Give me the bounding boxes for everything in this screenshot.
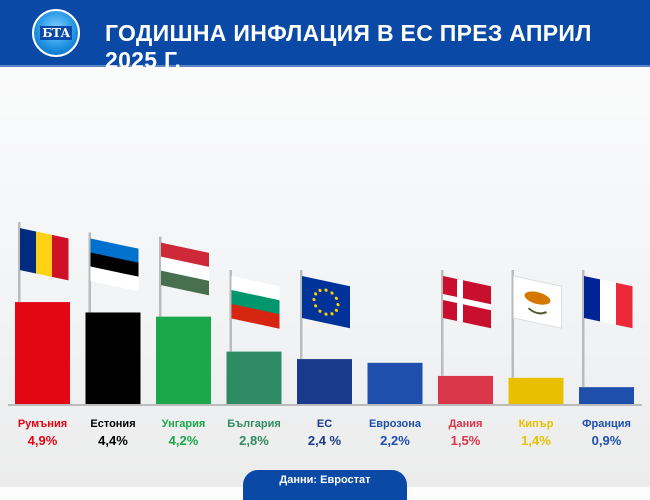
bar-0 <box>15 302 70 404</box>
logo-text: БТА <box>40 26 72 40</box>
category-label: Еврозона <box>368 418 422 430</box>
category-label: България <box>227 418 281 430</box>
cyprus-flag-icon <box>513 275 562 329</box>
flagpole <box>88 232 91 313</box>
flagpole <box>229 270 232 352</box>
flagpole <box>582 270 585 388</box>
baseline <box>8 404 642 406</box>
flagpole <box>441 270 444 376</box>
value-label: 2,8% <box>239 433 269 448</box>
bar-1 <box>85 312 141 404</box>
bar-3 <box>226 351 282 404</box>
bar-chart <box>15 222 634 404</box>
header-bar: БТА ГОДИШНА ИНФЛАЦИЯ В ЕС ПРЕЗ АПРИЛ 202… <box>0 0 650 73</box>
value-label: 1,4% <box>521 433 551 448</box>
category-label: Унгария <box>161 418 206 430</box>
value-label: 1,5% <box>450 433 481 448</box>
flagpole <box>159 236 162 317</box>
value-label: 0,9% <box>591 433 622 448</box>
flagpole <box>511 270 514 378</box>
bar-2 <box>156 316 211 404</box>
bar-7 <box>508 377 564 404</box>
bar-8 <box>579 387 634 404</box>
bar-4 <box>297 359 352 404</box>
category-label: Франция <box>582 418 631 430</box>
source-badge: Данни: Евростат <box>243 470 407 500</box>
denmark-flag-icon <box>443 276 491 329</box>
flagpole <box>300 270 303 360</box>
value-label: 4,2% <box>168 433 199 448</box>
value-label: 2,4 % <box>307 433 342 448</box>
category-label: Кипър <box>518 418 554 430</box>
romania-flag-icon <box>20 228 69 281</box>
eu-flag-icon <box>302 276 350 329</box>
bulgaria-flag-icon <box>231 276 280 329</box>
hungary-flag-icon <box>161 242 209 296</box>
category-label: Румъния <box>17 418 68 430</box>
category-label: Естония <box>90 418 136 430</box>
page-title: ГОДИШНА ИНФЛАЦИЯ В ЕС ПРЕЗ АПРИЛ 2025 Г. <box>105 20 592 73</box>
bar-6 <box>438 375 493 404</box>
value-label: 2,2% <box>380 433 410 448</box>
category-label: ЕС <box>316 418 333 430</box>
bta-logo: БТА <box>32 9 80 57</box>
estonia-flag-icon <box>90 238 139 292</box>
value-label: 4,4% <box>98 433 128 448</box>
flagpole <box>18 222 21 303</box>
bar-5 <box>367 362 423 404</box>
france-flag-icon <box>584 276 633 329</box>
value-label: 4,9% <box>27 433 58 448</box>
category-label: Дания <box>448 418 483 430</box>
